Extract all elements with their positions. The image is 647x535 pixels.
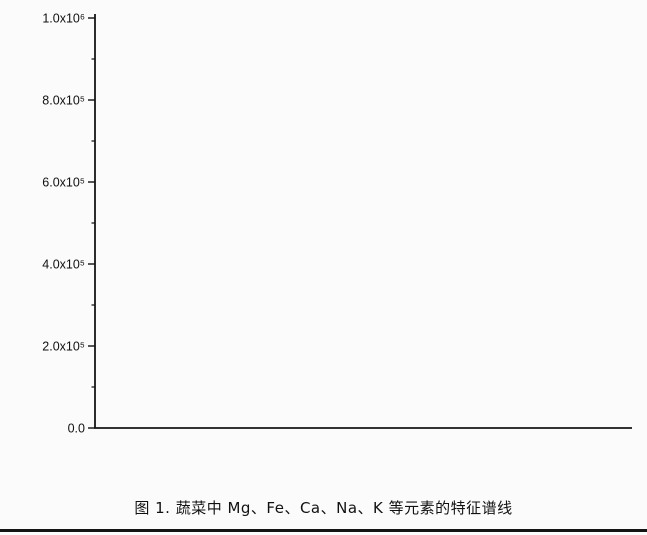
bottom-rule (0, 529, 647, 532)
main-plot: 0.0 2.0x10⁵ 4.0x10⁵ 6.0x10⁵ 8.0x10⁵ 1.0x10⁶ (42, 12, 632, 436)
y-tick-label: 0.0 (68, 422, 85, 436)
figure-caption: 图 1. 蔬菜中 Mg、Fe、Ca、Na、K 等元素的特征谱线 (134, 499, 513, 517)
y-tick-label: 6.0x10⁵ (42, 176, 85, 190)
y-tick-label: 4.0x10⁵ (42, 258, 85, 272)
y-tick-label: 1.0x10⁶ (42, 12, 85, 26)
y-tick-label: 2.0x10⁵ (42, 340, 85, 354)
spectrum-chart: 0.0 2.0x10⁵ 4.0x10⁵ 6.0x10⁵ 8.0x10⁵ 1.0x10⁶ (42, 12, 632, 436)
y-tick-label: 8.0x10⁵ (42, 94, 85, 108)
